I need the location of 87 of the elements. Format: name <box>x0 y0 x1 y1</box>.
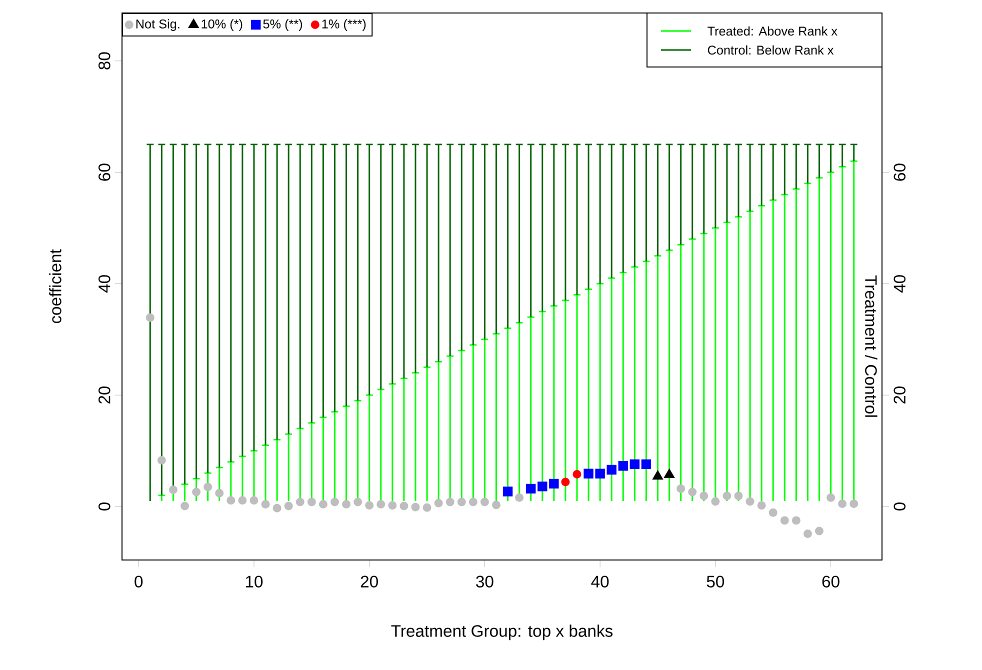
point <box>365 501 374 510</box>
point <box>168 486 178 494</box>
point <box>376 500 386 509</box>
point <box>272 504 282 512</box>
point <box>549 478 559 489</box>
point <box>515 493 524 502</box>
point <box>664 468 674 478</box>
point <box>584 468 594 478</box>
legend-label: Control: Below Rank x <box>708 45 834 55</box>
point <box>457 498 466 506</box>
point <box>561 478 570 486</box>
point <box>480 498 489 506</box>
x-axis-title: Treatment Group: top x banks <box>391 624 613 640</box>
point <box>330 498 339 506</box>
y-tick-label: 20 <box>98 386 110 404</box>
point <box>688 488 697 496</box>
point <box>850 499 858 508</box>
point <box>204 482 212 492</box>
point <box>502 486 513 496</box>
x-tick-label: 50 <box>706 576 724 588</box>
y2-tick-label: 20 <box>894 386 906 404</box>
point <box>307 498 316 506</box>
point <box>652 470 663 480</box>
legend-label: 5% (**) <box>263 19 302 31</box>
point <box>711 497 720 506</box>
point <box>780 516 789 525</box>
point <box>606 464 616 475</box>
point <box>284 502 293 510</box>
point <box>757 501 766 510</box>
point <box>388 501 397 510</box>
point <box>261 500 270 509</box>
point <box>746 497 754 506</box>
y-tick-label: 0 <box>98 502 110 510</box>
y2-tick-label: 60 <box>894 164 906 181</box>
point <box>722 492 732 500</box>
point <box>826 493 836 502</box>
point <box>618 461 628 471</box>
point <box>538 482 548 492</box>
point <box>250 496 258 505</box>
point <box>192 488 201 496</box>
point <box>815 526 824 536</box>
point <box>157 456 166 465</box>
point <box>676 484 686 493</box>
point <box>630 459 640 470</box>
legend-label: 10% (*) <box>202 19 242 31</box>
point <box>342 500 351 509</box>
point <box>768 508 778 517</box>
x-tick-label: 0 <box>134 576 143 588</box>
point <box>296 498 304 506</box>
y2-axis-title: Treatment / Control <box>865 275 878 417</box>
point <box>422 503 432 512</box>
x-tick-label: 60 <box>822 576 840 588</box>
y2-tick-label: 40 <box>894 275 906 293</box>
point <box>700 492 708 500</box>
x-tick-label: 40 <box>591 576 609 588</box>
y2-tick-label: 0 <box>894 502 906 510</box>
x-tick-label: 10 <box>246 576 263 588</box>
point <box>238 496 247 505</box>
y-tick-label: 40 <box>98 275 110 293</box>
point <box>468 498 478 506</box>
y-tick-label: 60 <box>98 164 110 181</box>
point <box>734 492 743 500</box>
point <box>803 530 812 538</box>
point <box>400 502 408 510</box>
y-axis-title: coefficient <box>49 249 62 324</box>
point <box>492 500 500 510</box>
x-tick-label: 30 <box>476 576 494 588</box>
point <box>180 502 190 510</box>
point <box>572 470 582 478</box>
point <box>215 488 224 498</box>
point <box>526 484 536 494</box>
point <box>226 496 236 505</box>
point <box>411 502 420 512</box>
x-tick-label: 20 <box>360 576 378 588</box>
point <box>641 459 652 470</box>
point <box>318 500 328 509</box>
point <box>446 498 454 506</box>
legend-label: Treated: Above Rank x <box>708 26 838 36</box>
point <box>434 498 443 508</box>
y-tick-label: 80 <box>98 52 110 70</box>
point <box>595 468 605 478</box>
point <box>146 313 154 322</box>
point <box>792 516 800 525</box>
point <box>838 499 847 508</box>
legend-label: Not Sig. <box>136 19 180 31</box>
point <box>354 498 362 506</box>
legend-label: 1% (***) <box>322 19 366 31</box>
